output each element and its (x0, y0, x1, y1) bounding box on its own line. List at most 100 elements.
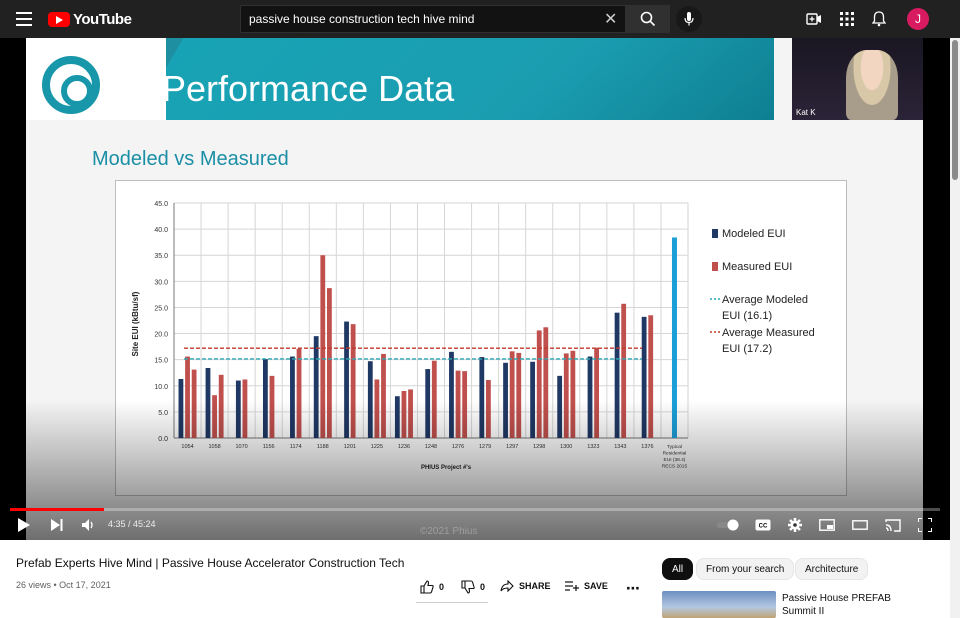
legend-swatch-modeled (712, 229, 718, 238)
playlist-add-icon (565, 581, 579, 591)
dislike-count: 0 (480, 582, 486, 592)
bar-measured (401, 391, 407, 438)
theater-mode-button[interactable] (851, 516, 869, 534)
bar-measured (462, 371, 468, 438)
scrollbar-thumb[interactable] (952, 40, 958, 180)
x-tick-label: 1070 (236, 444, 248, 450)
play-button[interactable] (16, 516, 32, 534)
legend-label-avg-measured-2: EUI (17.2) (722, 343, 772, 355)
progress-bar[interactable] (10, 508, 940, 511)
time-display: 4:35 / 45:24 (108, 519, 156, 529)
page-scrollbar[interactable] (950, 38, 960, 618)
bar-modeled (530, 361, 536, 438)
more-actions-button[interactable]: ⋯ (626, 580, 640, 597)
bar-modeled (313, 336, 319, 438)
microphone-icon (684, 12, 694, 26)
like-count: 0 (439, 582, 445, 592)
y-tick-label: 20.0 (154, 332, 168, 339)
bar-modeled (367, 361, 373, 438)
share-icon (500, 580, 514, 592)
subtitles-button[interactable]: CC (754, 516, 772, 534)
volume-button[interactable] (80, 516, 96, 534)
clear-search-icon[interactable]: ✕ (604, 11, 618, 28)
legend-label-modeled: Modeled EUI (722, 228, 786, 240)
volume-icon (81, 519, 93, 531)
apps-grid-icon[interactable] (838, 10, 856, 28)
account-avatar[interactable]: J (907, 8, 929, 30)
bar-modeled (205, 368, 211, 438)
fullscreen-button[interactable] (917, 516, 933, 534)
bar-measured (509, 351, 515, 438)
legend-label-avg-measured: Average Measured (722, 327, 815, 339)
chip-all[interactable]: All (662, 558, 694, 580)
chip-architecture[interactable]: Architecture (795, 558, 869, 580)
cast-button[interactable] (884, 516, 902, 534)
y-tick-label: 30.0 (154, 279, 168, 286)
bar-measured (536, 330, 542, 438)
video-meta: 26 views • Oct 17, 2021 (16, 580, 111, 590)
x-tick-label: 1236 (398, 444, 410, 450)
y-tick-label: 5.0 (158, 410, 168, 417)
next-button[interactable] (49, 516, 65, 534)
x-tick-label: 1248 (425, 444, 437, 450)
bar-modeled (614, 312, 620, 438)
play-icon (18, 518, 30, 532)
x-tick-label: Typical (667, 444, 682, 450)
share-button[interactable]: SHARE (500, 580, 551, 592)
bar-modeled (178, 378, 184, 438)
x-tick-label: 1297 (506, 444, 518, 450)
x-tick-label: EUI (38.4) (664, 457, 686, 463)
bar-modeled (449, 351, 454, 438)
presentation-slide: Performance Data Kat K Modeled vs Measur… (26, 38, 923, 540)
save-button[interactable]: SAVE (565, 580, 608, 592)
save-label: SAVE (584, 581, 608, 591)
y-tick-label: 10.0 (154, 384, 168, 391)
y-tick-label: 35.0 (154, 253, 168, 260)
video-player[interactable]: Performance Data Kat K Modeled vs Measur… (0, 38, 950, 540)
voice-search-button[interactable] (676, 6, 702, 32)
bar-measured (570, 350, 576, 438)
video-title: Prefab Experts Hive Mind | Passive House… (16, 556, 405, 570)
recommended-video-thumbnail[interactable] (662, 591, 776, 618)
search-button[interactable] (626, 5, 670, 33)
dislike-button[interactable]: 0 (461, 580, 485, 594)
gear-icon (788, 518, 802, 532)
settings-button[interactable] (787, 516, 803, 534)
youtube-logo[interactable]: YouTube (48, 10, 132, 28)
x-tick-label: 1323 (587, 444, 599, 450)
thumbs-down-icon (461, 580, 475, 594)
cast-icon (885, 518, 901, 532)
x-tick-label: 1156 (263, 444, 275, 450)
fullscreen-icon (918, 518, 932, 532)
search-input[interactable]: passive house construction tech hive min… (240, 5, 626, 33)
x-tick-label: 1343 (614, 444, 626, 450)
bar-measured (563, 353, 569, 438)
bar-modeled (262, 359, 268, 438)
x-tick-label: 1376 (641, 444, 653, 450)
eui-chart: 0.0 5.0 10.0 15.0 20.0 25.0 30.0 35.0 40.0 45.0 10… (115, 180, 847, 496)
y-axis-label: Site EUI (kBtu/sf) (131, 291, 140, 356)
create-video-icon[interactable] (805, 10, 823, 28)
y-tick-label: 25.0 (154, 305, 168, 312)
bar-modeled (503, 362, 508, 438)
x-tick-label: 1276 (452, 444, 464, 450)
bar-modeled (425, 369, 431, 438)
notifications-bell-icon[interactable] (870, 10, 888, 28)
bar-modeled (587, 356, 593, 438)
chip-from-your-search[interactable]: From your search (696, 558, 795, 580)
x-tick-label: 1225 (371, 444, 383, 450)
youtube-logo-text: YouTube (73, 10, 132, 28)
theater-mode-icon (852, 520, 868, 530)
x-tick-label: 1298 (533, 444, 545, 450)
menu-icon[interactable] (16, 12, 32, 26)
recommended-title-line2: Summit II (782, 606, 825, 617)
progress-played (10, 508, 104, 511)
autoplay-toggle[interactable] (716, 516, 742, 534)
miniplayer-button[interactable] (818, 516, 836, 534)
bar-measured (296, 348, 302, 438)
y-tick-label: 0.0 (158, 436, 168, 443)
bar-measured (212, 395, 217, 438)
like-button[interactable]: 0 (420, 580, 444, 594)
recommended-video-title[interactable]: Passive House PREFAB Summit II (782, 592, 891, 618)
x-tick-label: RECS 2015 (662, 464, 688, 470)
